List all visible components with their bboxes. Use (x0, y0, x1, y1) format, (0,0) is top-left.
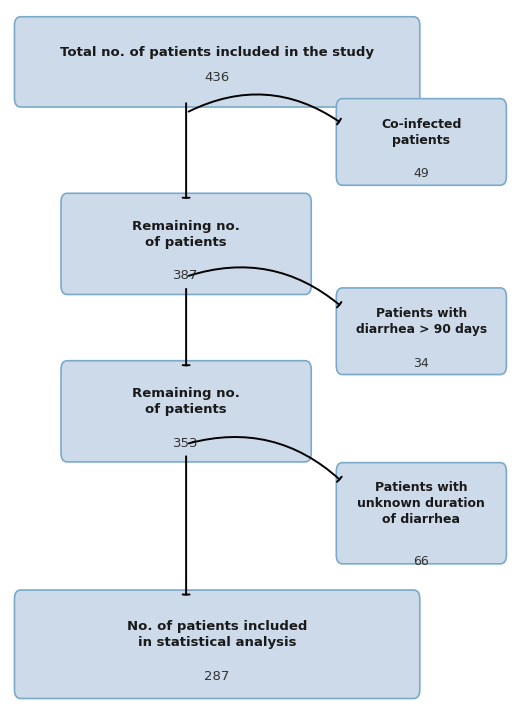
FancyBboxPatch shape (61, 193, 311, 294)
FancyBboxPatch shape (336, 463, 507, 563)
Text: Patients with
unknown duration
of diarrhea: Patients with unknown duration of diarrh… (357, 481, 485, 526)
Text: 34: 34 (414, 357, 429, 370)
Text: Remaining no.
of patients: Remaining no. of patients (132, 220, 240, 249)
Text: Total no. of patients included in the study: Total no. of patients included in the st… (60, 46, 374, 59)
Text: Remaining no.
of patients: Remaining no. of patients (132, 387, 240, 416)
Text: 66: 66 (414, 555, 429, 568)
Text: No. of patients included
in statistical analysis: No. of patients included in statistical … (127, 620, 307, 649)
FancyBboxPatch shape (14, 17, 420, 107)
Text: 287: 287 (204, 670, 230, 683)
Text: 353: 353 (173, 437, 199, 450)
Text: 387: 387 (173, 269, 199, 282)
FancyBboxPatch shape (336, 98, 507, 185)
Text: Co-infected
patients: Co-infected patients (381, 118, 462, 147)
FancyBboxPatch shape (336, 288, 507, 374)
Text: Patients with
diarrhea > 90 days: Patients with diarrhea > 90 days (356, 307, 487, 336)
FancyBboxPatch shape (14, 590, 420, 699)
Text: 49: 49 (414, 167, 429, 181)
Text: 436: 436 (205, 71, 230, 84)
FancyBboxPatch shape (61, 361, 311, 462)
